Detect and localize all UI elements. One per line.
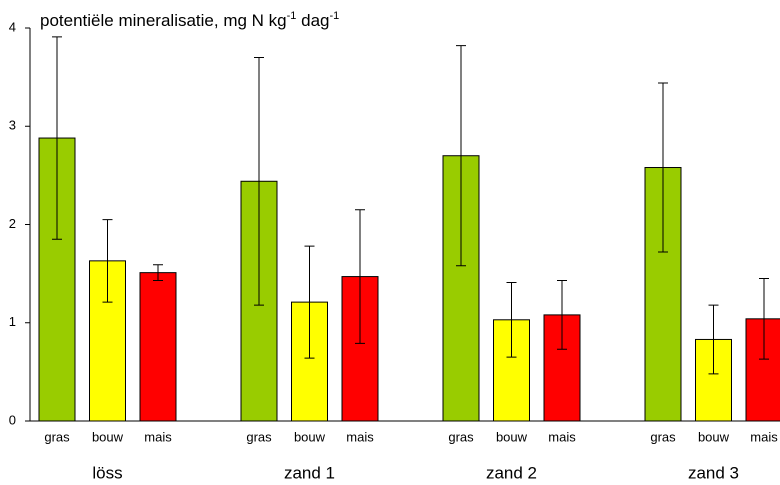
error-bar (708, 304, 719, 375)
x-tick-label: mais (548, 429, 576, 444)
error-bar (355, 209, 365, 344)
title-part: dag (296, 11, 329, 30)
y-tick-label: 4 (9, 19, 16, 34)
title-sup: -1 (330, 10, 340, 22)
x-tick-label: bouw (698, 429, 730, 444)
error-bar (456, 45, 466, 267)
x-tick-label: gras (246, 429, 272, 444)
x-tick-label: bouw (294, 429, 326, 444)
y-tick-label: 2 (9, 216, 16, 231)
group-label: zand 1 (284, 463, 335, 482)
x-tick-label: gras (448, 429, 474, 444)
error-bar (658, 82, 668, 253)
x-tick-label: mais (346, 429, 374, 444)
y-tick-label: 0 (9, 412, 16, 427)
error-bar (506, 281, 517, 358)
x-tick-label: gras (650, 429, 676, 444)
error-bar (254, 56, 264, 306)
bar (493, 319, 530, 422)
bar (139, 272, 177, 422)
title-part: potentiële mineralisatie, mg N kg (40, 11, 287, 30)
error-bar (557, 280, 567, 350)
error-bar (759, 278, 769, 360)
error-bar (153, 264, 163, 282)
bar (745, 318, 780, 422)
x-tick-label: mais (144, 429, 172, 444)
x-tick-label: bouw (92, 429, 124, 444)
group-label: zand 2 (486, 463, 537, 482)
group-label: zand 3 (688, 463, 739, 482)
x-tick-label: bouw (496, 429, 528, 444)
chart-title: potentiële mineralisatie, mg N kg-1 dag-… (40, 10, 339, 31)
error-bar (102, 219, 113, 303)
y-tick-label: 3 (9, 118, 16, 133)
x-tick-label: gras (44, 429, 70, 444)
title-sup: -1 (287, 10, 297, 22)
y-tick-label: 1 (9, 314, 16, 329)
x-tick-label: mais (750, 429, 778, 444)
group-label: löss (92, 463, 122, 482)
error-bar (52, 36, 62, 240)
error-bar (304, 245, 315, 359)
